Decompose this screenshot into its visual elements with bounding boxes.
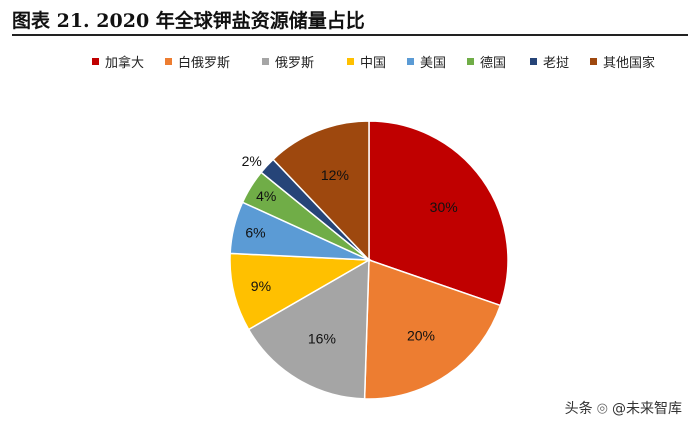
legend-swatch-china	[347, 58, 354, 65]
slice-label-china: 9%	[251, 278, 271, 294]
legend-swatch-canada	[92, 58, 99, 65]
legend-item-others: 其他国家	[590, 52, 655, 71]
pie-slice-russia	[247, 258, 370, 400]
legend-item-china: 中国	[347, 52, 386, 71]
legend-item-belarus: 白俄罗斯	[165, 52, 230, 71]
legend-item-canada: 加拿大	[92, 52, 144, 71]
title-rule	[12, 34, 688, 36]
slice-label-canada: 30%	[430, 199, 458, 215]
legend-label-china: 中国	[360, 56, 387, 71]
legend-swatch-germany	[467, 58, 474, 65]
legend-swatch-usa	[407, 58, 414, 65]
legend-label-canada: 加拿大	[105, 56, 145, 71]
legend-swatch-belarus	[165, 58, 172, 65]
legend-label-germany: 德国	[480, 56, 507, 71]
legend-label-laos: 老挝	[543, 56, 570, 71]
watermark-prefix: 头条	[564, 401, 593, 417]
legend-item-laos: 老挝	[530, 52, 569, 71]
slice-label-others: 12%	[321, 167, 349, 183]
watermark-account: @未来智库	[612, 401, 682, 417]
figure-title: 图表 21. 2020 年全球钾盐资源储量占比	[12, 10, 365, 32]
slice-label-russia: 16%	[308, 331, 336, 347]
at-sign-icon: ◎	[596, 400, 608, 416]
watermark: 头条 ◎ @未来智库	[565, 398, 682, 418]
legend-item-russia: 俄罗斯	[262, 52, 314, 71]
legend-swatch-laos	[530, 58, 537, 65]
legend-label-belarus: 白俄罗斯	[178, 56, 231, 71]
chart-legend: 加拿大 白俄罗斯 俄罗斯 中国 美国 德国 老挝 其他国家	[92, 52, 692, 72]
slice-label-usa: 6%	[245, 225, 265, 241]
legend-label-russia: 俄罗斯	[275, 56, 315, 71]
pie-slice-others	[272, 120, 370, 262]
legend-item-usa: 美国	[407, 52, 446, 71]
pie-slice-china	[229, 252, 372, 331]
slice-label-belarus: 20%	[407, 328, 435, 344]
legend-item-germany: 德国	[467, 52, 506, 71]
pie-slice-canada	[368, 120, 509, 307]
slice-label-laos: 2%	[242, 153, 262, 169]
legend-swatch-russia	[262, 58, 269, 65]
slice-label-germany: 4%	[256, 188, 276, 204]
legend-swatch-others	[590, 58, 597, 65]
legend-label-others: 其他国家	[603, 56, 656, 71]
legend-label-usa: 美国	[420, 56, 447, 71]
pie-slice-belarus	[363, 258, 502, 400]
